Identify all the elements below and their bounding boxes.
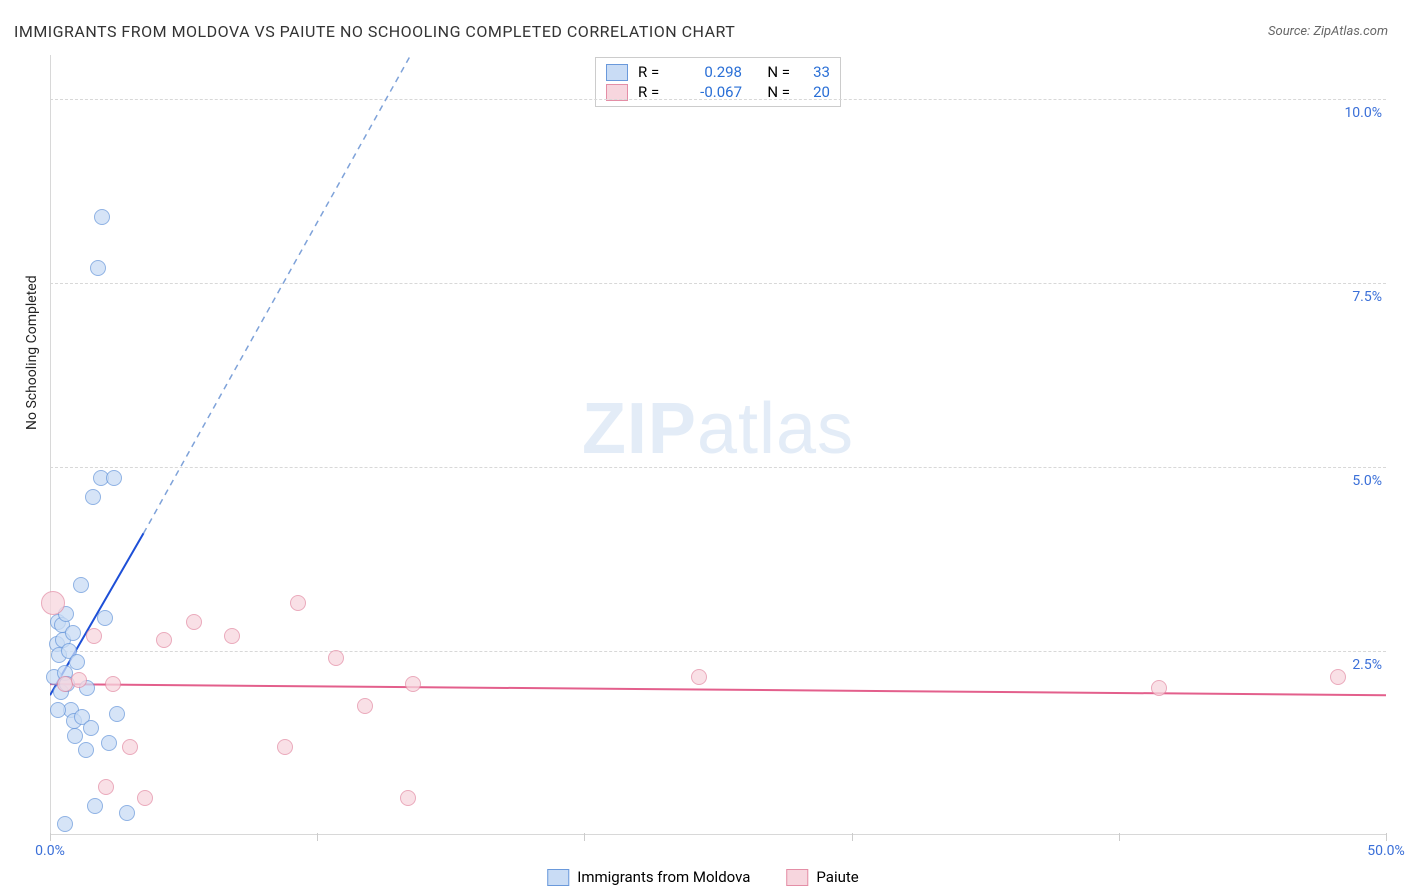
data-point	[1330, 669, 1346, 685]
data-point	[106, 470, 122, 486]
data-point	[57, 676, 73, 692]
data-point	[137, 790, 153, 806]
series-legend: Immigrants from Moldova Paiute	[547, 868, 859, 886]
source-prefix: Source:	[1268, 24, 1313, 39]
data-point	[122, 739, 138, 755]
legend-swatch	[547, 869, 569, 886]
data-point	[67, 728, 83, 744]
data-point	[57, 816, 73, 832]
data-point	[105, 676, 121, 692]
data-point	[328, 650, 344, 666]
data-point	[73, 577, 89, 593]
trend-lines	[50, 55, 1386, 835]
data-point	[86, 628, 102, 644]
legend-item: Paiute	[786, 868, 858, 886]
data-point	[357, 698, 373, 714]
data-point	[101, 735, 117, 751]
data-point	[224, 628, 240, 644]
data-point	[90, 260, 106, 276]
scatter-plot-area: ZIPatlas R =0.298N =33R =-0.067N =20 2.5…	[50, 55, 1386, 835]
data-point	[41, 591, 65, 615]
legend-swatch	[786, 869, 808, 886]
legend-label: Immigrants from Moldova	[577, 868, 750, 886]
data-point	[94, 209, 110, 225]
source-attribution: Source: ZipAtlas.com	[1268, 24, 1388, 39]
data-point	[156, 632, 172, 648]
x-tick-label: 50.0%	[1367, 843, 1405, 859]
data-point	[98, 779, 114, 795]
legend-label: Paiute	[816, 868, 858, 886]
data-point	[83, 720, 99, 736]
data-point	[65, 625, 81, 641]
data-point	[290, 595, 306, 611]
x-tick-mark	[1386, 833, 1387, 841]
x-tick-label: 0.0%	[35, 843, 65, 859]
data-point	[69, 654, 85, 670]
data-point	[691, 669, 707, 685]
data-point	[97, 610, 113, 626]
data-point	[400, 790, 416, 806]
data-point	[277, 739, 293, 755]
data-point	[50, 702, 66, 718]
data-point	[85, 489, 101, 505]
source-name: ZipAtlas.com	[1313, 24, 1388, 39]
data-point	[87, 798, 103, 814]
data-point	[186, 614, 202, 630]
chart-title: IMMIGRANTS FROM MOLDOVA VS PAIUTE NO SCH…	[14, 22, 735, 41]
data-point	[71, 672, 87, 688]
data-point	[78, 742, 94, 758]
data-point	[405, 676, 421, 692]
data-point	[109, 706, 125, 722]
data-point	[1151, 680, 1167, 696]
y-axis-label: No Schooling Completed	[24, 275, 40, 430]
legend-item: Immigrants from Moldova	[547, 868, 750, 886]
data-point	[119, 805, 135, 821]
